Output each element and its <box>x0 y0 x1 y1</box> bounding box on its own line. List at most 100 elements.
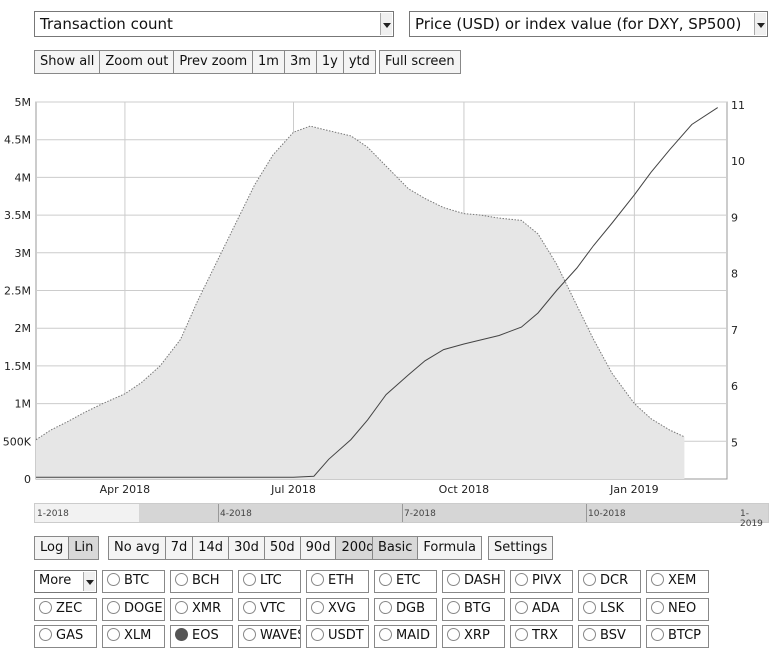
radio-icon[interactable] <box>175 573 188 586</box>
coin-label: BCH <box>192 573 220 588</box>
coin-option-xmr[interactable]: XMR <box>170 598 233 621</box>
time-navigator[interactable]: 1-2018 4-2018 7-2018 10-2018 1-2019 <box>34 503 769 529</box>
coin-option-doge[interactable]: DOGE <box>102 598 165 621</box>
radio-icon[interactable] <box>243 601 256 614</box>
radio-icon[interactable] <box>651 601 664 614</box>
coin-option-eth[interactable]: ETH <box>306 570 369 593</box>
y-left-tick-label: 4.5M <box>4 134 31 147</box>
avg-90d-button[interactable]: 90d <box>301 537 337 559</box>
right-metric-value: Price (USD) or index value (for DXY, SP5… <box>415 15 742 33</box>
radio-icon[interactable] <box>515 601 528 614</box>
avg-50d-button[interactable]: 50d <box>265 537 301 559</box>
radio-icon[interactable] <box>311 628 324 641</box>
radio-icon[interactable] <box>379 573 392 586</box>
radio-icon[interactable] <box>583 573 596 586</box>
coin-option-xvg[interactable]: XVG <box>306 598 369 621</box>
show-all-button[interactable]: Show all <box>35 51 101 73</box>
radio-icon[interactable] <box>311 573 324 586</box>
right-metric-select[interactable]: Price (USD) or index value (for DXY, SP5… <box>409 11 768 37</box>
coin-option-gas[interactable]: GAS <box>34 625 97 648</box>
radio-icon[interactable] <box>175 601 188 614</box>
coin-option-dgb[interactable]: DGB <box>374 598 437 621</box>
formula-mode-button[interactable]: Formula <box>423 540 476 555</box>
avg-7d-button[interactable]: 7d <box>166 537 194 559</box>
coin-option-trx[interactable]: TRX <box>510 625 573 648</box>
y-right-tick-label: 8 <box>731 268 738 281</box>
radio-icon[interactable] <box>583 601 596 614</box>
coin-option-neo[interactable]: NEO <box>646 598 709 621</box>
y-right-tick-label: 6 <box>731 380 738 393</box>
coin-option-lsk[interactable]: LSK <box>578 598 641 621</box>
coin-option-btcp[interactable]: BTCP <box>646 625 709 648</box>
radio-icon[interactable] <box>39 628 52 641</box>
radio-icon[interactable] <box>379 601 392 614</box>
coin-option-eos[interactable]: EOS <box>170 625 233 648</box>
coin-option-dash[interactable]: DASH <box>442 570 505 593</box>
coin-label: DASH <box>464 573 501 588</box>
radio-icon[interactable] <box>583 628 596 641</box>
range-ytd-button[interactable]: ytd <box>348 54 370 69</box>
chevron-down-icon <box>83 572 95 591</box>
coin-option-ltc[interactable]: LTC <box>238 570 301 593</box>
lin-scale-button[interactable]: Lin <box>69 537 99 559</box>
zoom-controls: Show all Zoom out Prev zoom <box>34 50 254 74</box>
full-screen-button[interactable]: Full screen <box>385 54 455 69</box>
radio-icon[interactable] <box>515 628 528 641</box>
coin-option-dcr[interactable]: DCR <box>578 570 641 593</box>
chart-svg[interactable]: 0 500K 1M 1.5M 2M 2.5M 3M 3.5M 4M 4.5M 5M 5 6 7 8 9 10 11… <box>0 90 774 500</box>
avg-none-button[interactable]: No avg <box>109 537 166 559</box>
coin-option-ada[interactable]: ADA <box>510 598 573 621</box>
radio-icon[interactable] <box>311 601 324 614</box>
coin-option-waves[interactable]: WAVES <box>238 625 301 648</box>
coin-option-etc[interactable]: ETC <box>374 570 437 593</box>
y-left-tick-label: 500K <box>3 435 32 448</box>
radio-icon[interactable] <box>107 573 120 586</box>
range-1y-button[interactable]: 1y <box>317 51 344 73</box>
navigator-selection[interactable] <box>35 504 139 522</box>
coin-label: EOS <box>192 628 219 643</box>
radio-icon[interactable] <box>447 601 460 614</box>
radio-icon[interactable] <box>651 628 664 641</box>
coin-option-bch[interactable]: BCH <box>170 570 233 593</box>
mode-controls: Basic Formula <box>372 536 482 560</box>
coin-label: DOGE <box>124 601 163 616</box>
coin-option-btc[interactable]: BTC <box>102 570 165 593</box>
radio-icon[interactable] <box>651 573 664 586</box>
coin-option-usdt[interactable]: USDT <box>306 625 369 648</box>
radio-icon[interactable] <box>107 601 120 614</box>
radio-icon[interactable] <box>243 573 256 586</box>
log-scale-button[interactable]: Log <box>35 537 70 559</box>
y-left-tick-label: 2.5M <box>4 285 31 298</box>
more-coins-select[interactable]: More <box>34 570 97 593</box>
radio-icon[interactable] <box>447 573 460 586</box>
left-metric-select[interactable]: Transaction count <box>34 11 394 37</box>
coin-option-zec[interactable]: ZEC <box>34 598 97 621</box>
coin-option-maid[interactable]: MAID <box>374 625 437 648</box>
avg-200d-button[interactable]: 200d <box>336 537 380 559</box>
coin-option-pivx[interactable]: PIVX <box>510 570 573 593</box>
radio-icon[interactable] <box>107 628 120 641</box>
chart-area[interactable]: 0 500K 1M 1.5M 2M 2.5M 3M 3.5M 4M 4.5M 5M 5 6 7 8 9 10 11… <box>0 90 774 500</box>
basic-mode-button[interactable]: Basic <box>373 537 419 559</box>
settings-button[interactable]: Settings <box>494 540 548 555</box>
radio-icon[interactable] <box>243 628 256 641</box>
coin-option-xem[interactable]: XEM <box>646 570 709 593</box>
coin-option-btg[interactable]: BTG <box>442 598 505 621</box>
range-3m-button[interactable]: 3m <box>285 51 317 73</box>
navigator-label: 1-2019 <box>740 509 763 529</box>
coin-option-xlm[interactable]: XLM <box>102 625 165 648</box>
avg-14d-button[interactable]: 14d <box>193 537 230 559</box>
radio-icon[interactable] <box>447 628 460 641</box>
range-1m-button[interactable]: 1m <box>253 51 285 73</box>
coin-option-vtc[interactable]: VTC <box>238 598 301 621</box>
prev-zoom-button[interactable]: Prev zoom <box>179 54 248 69</box>
radio-icon[interactable] <box>379 628 392 641</box>
y-right-tick-label: 5 <box>731 436 738 449</box>
radio-icon[interactable] <box>39 601 52 614</box>
coin-option-xrp[interactable]: XRP <box>442 625 505 648</box>
coin-option-bsv[interactable]: BSV <box>578 625 641 648</box>
avg-30d-button[interactable]: 30d <box>229 537 265 559</box>
radio-icon[interactable] <box>515 573 528 586</box>
zoom-out-button[interactable]: Zoom out <box>100 51 175 73</box>
radio-icon[interactable] <box>175 628 188 641</box>
